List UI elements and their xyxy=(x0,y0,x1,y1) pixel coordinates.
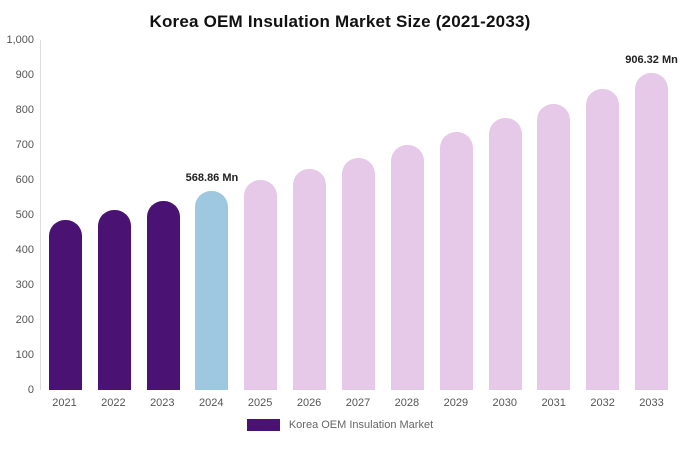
bar-column-2033: 906.32 Mn xyxy=(625,40,678,390)
x-tick-label-2024: 2024 xyxy=(198,397,224,409)
y-tick-label: 600 xyxy=(15,174,34,186)
y-tick-label: 900 xyxy=(15,69,34,81)
bar-2021 xyxy=(48,219,82,390)
y-tick-label: 300 xyxy=(15,279,34,291)
bar-2027 xyxy=(341,157,375,390)
bar-column-2024: 568.86 Mn xyxy=(185,40,239,390)
legend-swatch xyxy=(246,419,280,431)
bar-column-2032 xyxy=(578,40,627,390)
x-tick-label-2023: 2023 xyxy=(150,397,175,409)
y-tick-label: 0 xyxy=(27,384,34,396)
bar-column-2025 xyxy=(236,40,285,390)
x-tick-label-2025: 2025 xyxy=(247,397,273,409)
chart-area: 0 100 200 300 400 500 600 700 800 900 1,000 568.86… xyxy=(0,34,680,409)
y-tick-label: 200 xyxy=(15,314,34,326)
bar-2031 xyxy=(537,104,571,390)
bar-column-2028 xyxy=(383,40,432,390)
bar-2028 xyxy=(390,145,424,390)
x-tick-label-2030: 2030 xyxy=(492,397,517,409)
bar-column-2023 xyxy=(139,40,188,390)
bar-column-2021 xyxy=(41,40,90,390)
bar-2022 xyxy=(97,210,131,390)
bar-2023 xyxy=(146,201,180,390)
bar-2030 xyxy=(488,118,522,390)
x-axis: 2021 2022 2023 2024 2025 2026 2027 2028 2029 2030… xyxy=(40,390,676,409)
x-tick-label-2026: 2026 xyxy=(296,397,322,409)
plot-wrap: 568.86 Mn 906.32 Mn 2021 2022 2023 2024 2025 2… xyxy=(40,40,678,409)
y-tick-label: 700 xyxy=(15,139,34,151)
bar-2033 xyxy=(635,72,669,390)
bar-column-2030 xyxy=(481,40,530,390)
plot-area: 568.86 Mn 906.32 Mn xyxy=(40,40,678,390)
y-tick-label: 1,000 xyxy=(6,34,34,46)
x-tick-label-2031: 2031 xyxy=(541,397,566,409)
bar-value-label-2033: 906.32 Mn xyxy=(625,53,678,66)
bar-value-label-2024: 568.86 Mn xyxy=(185,171,239,184)
x-tick-label-2032: 2032 xyxy=(590,397,615,409)
bar-column-2026 xyxy=(285,40,334,390)
y-tick-label: 500 xyxy=(15,209,34,221)
bar-2032 xyxy=(586,89,620,390)
y-tick-label: 400 xyxy=(15,244,34,256)
x-tick-label-2021: 2021 xyxy=(52,397,77,409)
y-tick-label: 800 xyxy=(15,104,34,116)
y-tick-label: 100 xyxy=(15,349,34,361)
legend-label: Korea OEM Insulation Market xyxy=(288,419,434,431)
legend: Korea OEM Insulation Market xyxy=(0,419,680,431)
bar-2024 xyxy=(195,190,229,390)
bar-column-2029 xyxy=(432,40,481,390)
x-tick-label-2033: 2033 xyxy=(639,397,664,409)
bar-column-2027 xyxy=(334,40,383,390)
bar-2025 xyxy=(244,180,278,390)
bar-column-2031 xyxy=(529,40,578,390)
y-axis: 0 100 200 300 400 500 600 700 800 900 1,000 xyxy=(0,34,40,396)
x-tick-label-2028: 2028 xyxy=(394,397,420,409)
bar-column-2022 xyxy=(90,40,139,390)
x-tick-label-2029: 2029 xyxy=(443,397,469,409)
bar-2026 xyxy=(293,169,327,390)
chart-title: Korea OEM Insulation Market Size (2021-2… xyxy=(149,12,531,31)
x-tick-label-2022: 2022 xyxy=(101,397,126,409)
bar-2029 xyxy=(439,132,473,390)
x-tick-label-2027: 2027 xyxy=(345,397,371,409)
